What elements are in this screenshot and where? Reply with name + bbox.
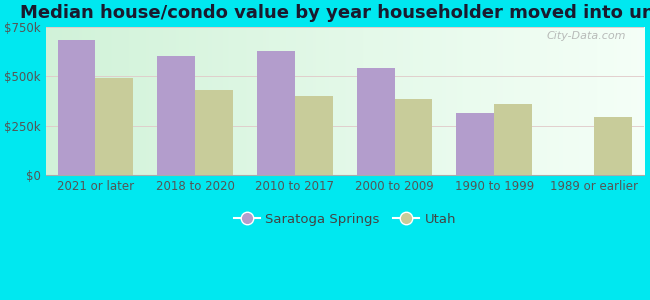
Bar xyxy=(594,117,632,176)
Bar xyxy=(96,78,133,176)
Bar xyxy=(195,90,233,176)
Legend: Saratoga Springs, Utah: Saratoga Springs, Utah xyxy=(228,208,462,231)
Text: City-Data.com: City-Data.com xyxy=(547,31,626,41)
Bar xyxy=(58,40,96,176)
Bar xyxy=(494,104,532,176)
Bar xyxy=(395,99,432,176)
Bar xyxy=(157,56,195,176)
Title: Median house/condo value by year householder moved into unit: Median house/condo value by year househo… xyxy=(20,4,650,22)
Bar xyxy=(295,96,333,176)
Bar xyxy=(456,113,494,176)
Bar xyxy=(357,68,395,176)
Bar xyxy=(257,51,295,175)
